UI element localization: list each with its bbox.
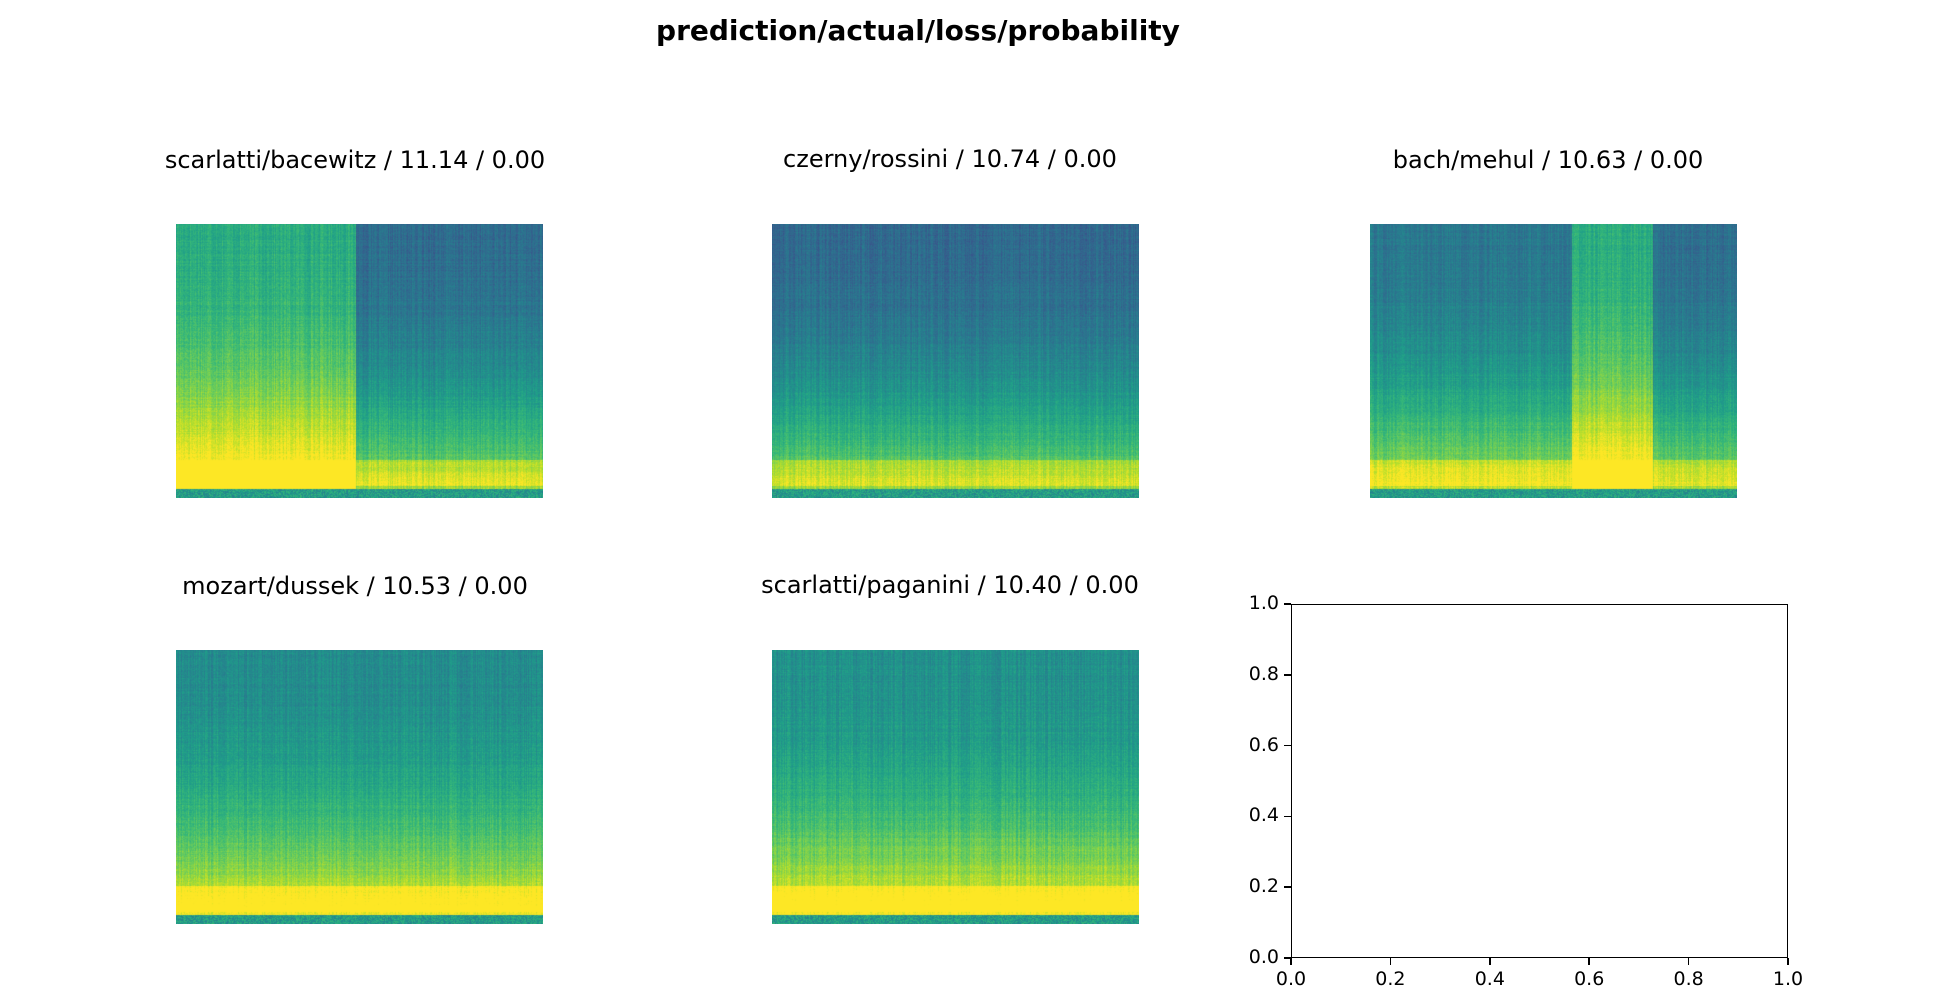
y-tick-label: 0.2 [1248,875,1279,898]
x-tick-mark [1389,958,1392,965]
spectrogram-2 [772,224,1139,498]
x-tick-mark [1787,958,1789,965]
y-tick-mark [1284,674,1291,676]
x-tick-label: 0.4 [1474,968,1505,990]
y-tick-label: 0.6 [1248,733,1279,756]
x-tick-label: 0.0 [1275,968,1307,990]
x-tick-label: 1.0 [1772,968,1804,990]
y-tick-mark [1284,886,1291,888]
y-tick-label: 0.0 [1248,946,1279,968]
suptitle: prediction/actual/loss/probability [656,14,1180,47]
panel-2-title: czerny/rossini / 10.74 / 0.00 [783,145,1117,173]
spectrogram-5 [772,650,1139,924]
x-tick-mark [1290,958,1292,965]
panel-5-title: scarlatti/paganini / 10.40 / 0.00 [761,571,1139,599]
y-tick-mark [1284,957,1291,959]
y-tick-mark [1284,603,1291,605]
y-tick-mark [1284,815,1291,818]
y-tick-mark [1284,744,1291,747]
spectrogram-1 [176,224,543,498]
panel-3-title: bach/mehul / 10.63 / 0.00 [1392,146,1704,174]
panel-4-title: mozart/dussek / 10.53 / 0.00 [182,572,528,600]
spectrogram-4 [176,650,543,924]
y-tick-label: 0.4 [1248,804,1279,827]
y-tick-label: 0.8 [1248,662,1279,685]
x-tick-label: 0.6 [1574,968,1605,990]
x-tick-label: 0.8 [1673,968,1704,990]
empty-axes [1291,604,1788,958]
x-tick-mark [1489,958,1491,965]
x-tick-label: 0.2 [1375,968,1406,990]
x-tick-mark [1588,958,1590,965]
x-tick-mark [1687,958,1690,965]
panel-1-title: scarlatti/bacewitz / 11.14 / 0.00 [164,146,546,174]
y-tick-label: 1.0 [1248,592,1279,614]
spectrogram-3 [1370,224,1737,498]
